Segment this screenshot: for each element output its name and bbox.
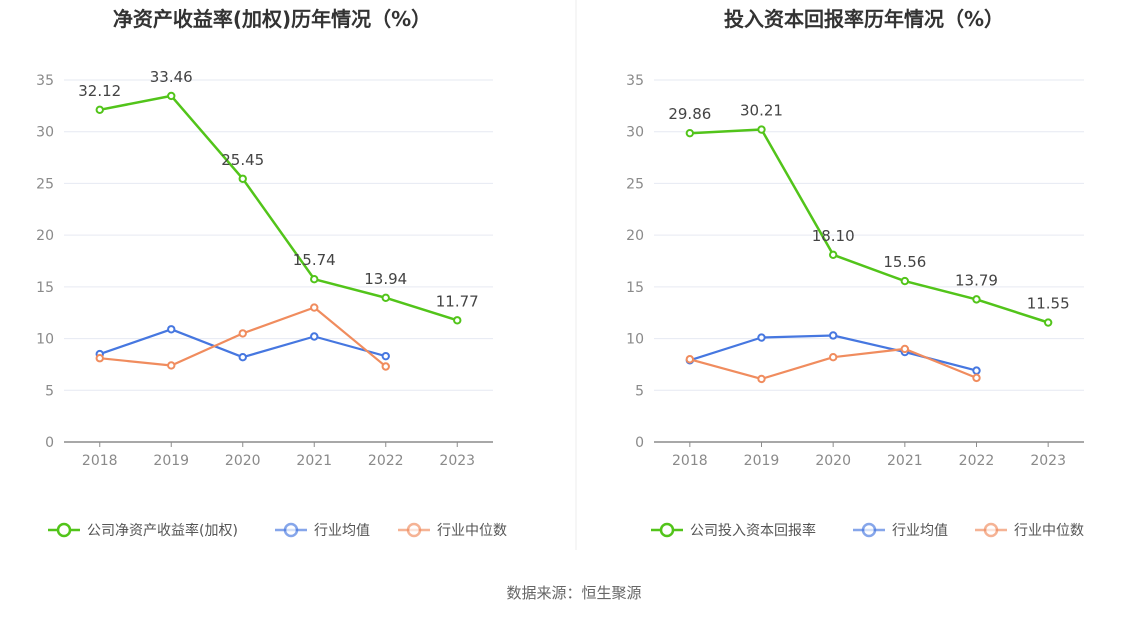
- data-point: [453, 316, 462, 325]
- legend-marker: [283, 522, 299, 538]
- data-point: [972, 373, 981, 383]
- data-label: 13.94: [364, 270, 407, 288]
- y-tick-label: 0: [45, 435, 54, 451]
- y-tick-label: 0: [635, 435, 644, 451]
- x-tick-label: 2018: [672, 453, 708, 469]
- data-point: [757, 374, 766, 384]
- data-point: [238, 352, 247, 362]
- legend-label: 公司投入资本回报率: [690, 522, 816, 539]
- data-point: [381, 293, 390, 303]
- data-point: [167, 325, 176, 334]
- legend-label: 公司净资产收益率(加权): [87, 522, 238, 539]
- data-label: 15.56: [883, 253, 926, 271]
- data-point: [685, 355, 695, 364]
- x-tick-label: 2021: [296, 453, 332, 469]
- data-point: [167, 361, 176, 370]
- legend-item: 行业中位数: [398, 522, 507, 539]
- data-label: 30.21: [740, 102, 783, 120]
- y-tick-label: 10: [36, 332, 54, 348]
- data-point: [238, 329, 247, 338]
- data-point: [95, 354, 104, 363]
- legend-marker: [983, 522, 999, 538]
- y-tick-label: 25: [626, 176, 644, 192]
- legend-item: 行业均值: [853, 522, 948, 539]
- x-tick-label: 2020: [815, 453, 851, 469]
- y-tick-label: 5: [45, 383, 54, 399]
- legend-marker: [659, 522, 675, 538]
- legend-label: 行业中位数: [1014, 523, 1084, 539]
- legend-marker: [861, 522, 877, 538]
- roic-chart-panel: 投入资本回报率历年情况（%） 0 5 10 15 20 25 30 35 2018 2019 202…: [626, 7, 1084, 539]
- y-tick-label: 20: [36, 228, 54, 244]
- legend-marker: [56, 522, 72, 538]
- y-tick-label: 20: [626, 228, 644, 244]
- data-point: [310, 303, 319, 312]
- legend-marker: [406, 522, 422, 538]
- x-tick-label: 2019: [744, 453, 780, 469]
- data-point: [828, 331, 838, 340]
- y-tick-label: 30: [626, 125, 644, 141]
- data-point: [972, 366, 981, 375]
- data-point: [310, 332, 319, 341]
- data-point: [828, 352, 838, 362]
- data-point: [381, 351, 390, 361]
- roe-chart-panel: 净资产收益率(加权)历年情况（%） 0 5 10 15 20 25 30 35 2018 2019…: [36, 7, 507, 539]
- data-label: 11.55: [1027, 295, 1070, 313]
- data-label: 32.12: [78, 82, 121, 100]
- series-line: [99, 94, 458, 322]
- data-label: 18.10: [812, 227, 855, 245]
- data-point: [167, 91, 176, 101]
- chart-title: 净资产收益率(加权)历年情况（%）: [113, 7, 431, 31]
- data-label: 33.46: [150, 68, 193, 86]
- legend-label: 行业均值: [314, 523, 370, 539]
- y-tick-label: 15: [626, 280, 644, 296]
- y-tick-label: 10: [626, 332, 644, 348]
- x-tick-label: 2022: [368, 453, 404, 469]
- data-point: [828, 250, 838, 259]
- legend-label: 行业中位数: [437, 523, 507, 539]
- legend-item: 行业中位数: [975, 522, 1084, 539]
- legend-item: 公司投入资本回报率: [651, 522, 816, 539]
- y-tick-label: 30: [36, 125, 54, 141]
- data-source: 数据来源：恒生聚源: [506, 584, 641, 602]
- data-point: [972, 295, 981, 304]
- data-point: [381, 362, 390, 371]
- data-label: 15.74: [293, 251, 336, 269]
- data-point: [1043, 318, 1053, 327]
- data-label: 13.79: [955, 271, 998, 289]
- y-tick-label: 5: [635, 383, 644, 399]
- data-point: [757, 333, 766, 342]
- data-point: [310, 275, 319, 284]
- x-tick-label: 2018: [82, 453, 118, 469]
- data-label: 29.86: [668, 105, 711, 123]
- y-tick-label: 25: [36, 176, 54, 192]
- data-point: [900, 276, 910, 286]
- x-tick-label: 2021: [887, 453, 923, 469]
- y-tick-label: 35: [626, 73, 644, 89]
- y-tick-label: 15: [36, 280, 54, 296]
- x-tick-label: 2022: [959, 453, 995, 469]
- data-point: [95, 105, 104, 114]
- x-tick-label: 2020: [225, 453, 261, 469]
- legend-item: 行业均值: [275, 522, 370, 539]
- data-point: [900, 344, 910, 354]
- data-point: [238, 174, 247, 183]
- data-label: 11.77: [436, 292, 479, 310]
- x-tick-label: 2023: [439, 453, 475, 469]
- data-point: [685, 128, 695, 138]
- legend-item: 公司净资产收益率(加权): [48, 522, 238, 539]
- x-tick-label: 2023: [1030, 453, 1066, 469]
- legend-label: 行业均值: [892, 523, 948, 539]
- chart-title: 投入资本回报率历年情况（%）: [724, 7, 1004, 31]
- data-point: [757, 125, 766, 134]
- y-tick-label: 35: [36, 73, 54, 89]
- x-tick-label: 2019: [153, 453, 189, 469]
- data-label: 25.45: [221, 151, 264, 169]
- series-line: [689, 128, 1049, 324]
